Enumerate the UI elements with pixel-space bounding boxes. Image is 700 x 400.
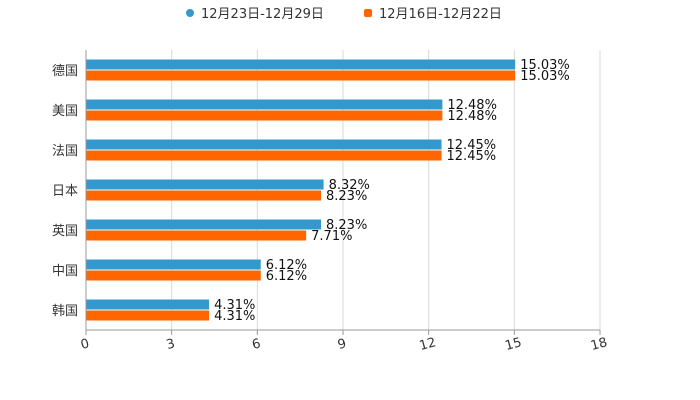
bar-series-2-英国[interactable] — [86, 230, 307, 241]
data-label-series-1: 4.31% — [214, 298, 255, 313]
category-label: 美国 — [52, 104, 78, 119]
legend-marker-square-icon — [364, 9, 372, 17]
data-label-series-2: 7.71% — [311, 229, 352, 244]
bar-series-1-德国[interactable] — [86, 59, 516, 70]
bar-series-2-法国[interactable] — [86, 150, 442, 161]
legend: 12月23日-12月29日 12月16日-12月22日 — [186, 7, 502, 22]
data-label-series-2: 6.12% — [266, 269, 307, 284]
x-tick-label: 3 — [165, 336, 177, 353]
data-label-series-2: 15.03% — [520, 69, 570, 84]
x-tick-label: 0 — [79, 336, 91, 353]
data-label-series-1: 8.23% — [326, 218, 367, 233]
category-label: 日本 — [52, 184, 78, 199]
bar-series-2-韩国[interactable] — [86, 310, 210, 321]
legend-label: 12月23日-12月29日 — [201, 7, 324, 22]
bars: 15.03%15.03% 12.48%12.48% 12.45%12.45% 8.32… — [86, 58, 570, 324]
category-label: 韩国 — [52, 304, 78, 319]
bar-series-1-中国[interactable] — [86, 259, 261, 270]
data-label-series-1: 6.12% — [266, 258, 307, 273]
bar-series-2-德国[interactable] — [86, 70, 516, 81]
legend-marker-circle-icon — [186, 9, 194, 17]
bar-series-1-日本[interactable] — [86, 179, 324, 190]
x-tick-label: 6 — [250, 336, 262, 353]
grid — [171, 50, 601, 330]
data-label-series-1: 12.48% — [447, 98, 497, 113]
category-label: 德国 — [52, 64, 78, 79]
data-label-series-1: 15.03% — [520, 58, 570, 73]
x-tick-label: 9 — [336, 336, 348, 353]
legend-item-1[interactable]: 12月23日-12月29日 — [186, 7, 324, 22]
data-label-series-2: 12.48% — [447, 109, 497, 124]
bar-series-2-美国[interactable] — [86, 110, 443, 121]
data-label-series-2: 4.31% — [214, 309, 255, 324]
legend-item-2[interactable]: 12月16日-12月22日 — [364, 7, 502, 22]
x-tick-label: 12 — [418, 335, 438, 354]
bar-series-2-日本[interactable] — [86, 190, 322, 201]
category-label: 英国 — [52, 224, 78, 239]
x-tick-label: 15 — [503, 335, 523, 354]
bar-series-2-中国[interactable] — [86, 270, 261, 281]
category-label: 法国 — [52, 144, 78, 159]
data-label-series-2: 12.45% — [447, 149, 497, 164]
bar-series-1-美国[interactable] — [86, 99, 443, 110]
bar-series-1-法国[interactable] — [86, 139, 442, 150]
legend-label: 12月16日-12月22日 — [379, 7, 502, 22]
category-label: 中国 — [52, 264, 78, 279]
bar-series-1-英国[interactable] — [86, 219, 322, 230]
bar-series-1-韩国[interactable] — [86, 299, 210, 310]
data-label-series-2: 8.23% — [326, 189, 367, 204]
data-label-series-1: 8.32% — [329, 178, 370, 193]
data-label-series-1: 12.45% — [447, 138, 497, 153]
x-tick-label: 18 — [589, 335, 609, 354]
